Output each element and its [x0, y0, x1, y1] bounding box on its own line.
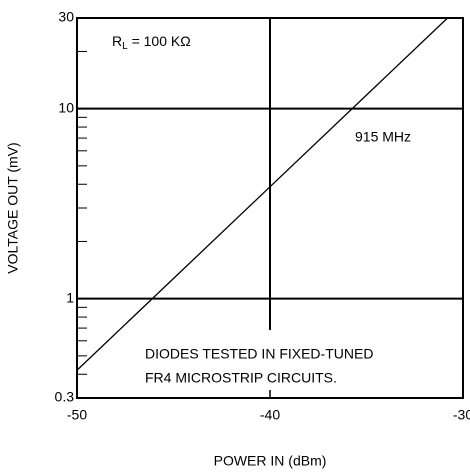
- y-axis-label: VOLTAGE OUT (mV): [5, 142, 21, 273]
- y-tick-label: 30: [58, 9, 74, 25]
- data-line: [76, 17, 449, 371]
- note-line: FR4 MICROSTRIP CIRCUITS.: [145, 370, 337, 386]
- x-tick-label: -40: [260, 407, 280, 423]
- x-tick-label: -50: [67, 407, 87, 423]
- load-label-main: R: [112, 33, 122, 49]
- load-label-rest: = 100 KΩ: [128, 33, 191, 49]
- x-tick-label: -30: [453, 407, 470, 423]
- y-tick-label: 0.3: [55, 389, 75, 405]
- y-tick-label: 1: [66, 289, 74, 305]
- note-line: DIODES TESTED IN FIXED-TUNED: [145, 346, 373, 362]
- y-tick-label: 10: [58, 99, 74, 115]
- x-axis-label: POWER IN (dBm): [214, 453, 327, 469]
- load-label-sub: L: [122, 41, 128, 52]
- load-label: RL = 100 KΩ: [112, 33, 191, 52]
- frequency-label: 915 MHz: [355, 129, 411, 145]
